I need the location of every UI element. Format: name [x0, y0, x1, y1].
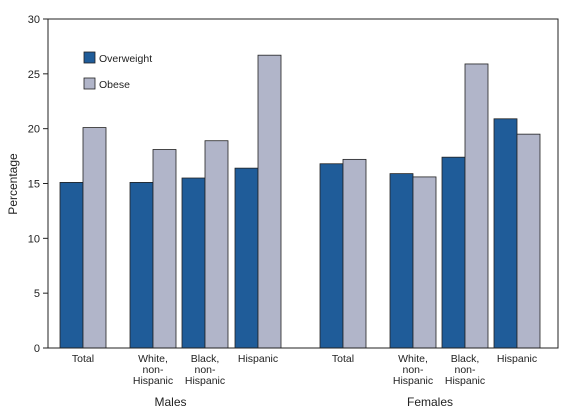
bar-obese — [412, 176, 437, 349]
x-category-label: White, non-Hispanic — [133, 353, 173, 387]
bar-overweight — [389, 173, 414, 349]
x-category-label: Hispanic — [238, 353, 278, 365]
bar-overweight — [59, 182, 84, 349]
y-tick-label: 15 — [28, 179, 40, 191]
bars-layer — [59, 54, 541, 349]
y-axis-label: Percentage — [6, 153, 20, 215]
bar-obese — [464, 63, 489, 349]
bar-overweight — [234, 167, 259, 349]
legend-label: Obese — [99, 79, 130, 91]
y-tick-label: 30 — [28, 14, 40, 26]
bar-obese — [152, 149, 177, 349]
bar-overweight — [493, 118, 518, 349]
bar-overweight — [441, 156, 466, 349]
x-labels-layer: Total White, non-Hispanic Black, non-Hispani… — [72, 353, 537, 409]
x-group-label: Females — [407, 395, 453, 409]
bar-obese — [82, 127, 107, 349]
x-category-label: Black, non-Hispanic — [185, 353, 225, 387]
legend: Overweight Obese — [83, 51, 152, 91]
x-category-label: White, non-Hispanic — [393, 353, 433, 387]
y-axis-label-group: Percentage — [6, 153, 20, 215]
x-category-label: Hispanic — [497, 353, 537, 365]
bar-obese — [516, 133, 541, 349]
x-group-label: Males — [154, 395, 186, 409]
x-category-label: Total — [332, 353, 354, 365]
bar-obese — [342, 158, 367, 349]
bar-obese — [204, 140, 229, 349]
x-category-label: Total — [72, 353, 94, 365]
legend-swatch-overweight — [83, 51, 96, 64]
bar-obese — [257, 54, 282, 349]
y-tick-label: 5 — [34, 288, 40, 300]
y-tick-label: 20 — [28, 124, 40, 136]
y-tick-label: 0 — [34, 343, 40, 355]
y-tick-label: 10 — [28, 233, 40, 245]
bar-overweight — [319, 163, 344, 349]
x-category-label: Black, non-Hispanic — [445, 353, 485, 387]
axes-layer: 0 5 10 15 20 25 30 — [28, 14, 559, 355]
y-tick-label: 25 — [28, 69, 40, 81]
bar-overweight — [181, 177, 206, 349]
legend-label: Overweight — [99, 53, 152, 65]
legend-swatch-obese — [83, 77, 96, 90]
bar-overweight — [129, 182, 154, 349]
